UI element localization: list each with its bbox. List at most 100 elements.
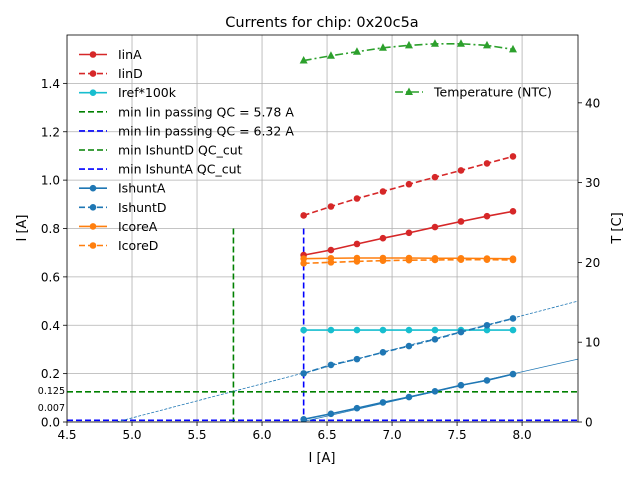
series-iref-100k-marker — [353, 326, 361, 334]
legend-item-right: Temperature (NTC) — [395, 85, 552, 100]
series-iind-marker — [483, 160, 491, 167]
series-ishuntd-marker — [483, 321, 491, 329]
legend-item: IcoreD — [79, 238, 158, 253]
legend-item: min Iin passing QC = 6.32 A — [79, 123, 294, 138]
series-iina-marker — [483, 212, 491, 220]
legend-label: min Iin passing QC = 6.32 A — [118, 123, 294, 138]
series-temperature-marker — [482, 40, 491, 49]
series-iind-marker — [379, 188, 387, 195]
legend-item: min IshuntD QC_cut — [79, 143, 243, 158]
y-right-tick-label: 10 — [585, 336, 600, 350]
series-ishunta-marker — [379, 399, 387, 406]
series-ishunta-marker — [327, 410, 335, 418]
series-temperature-marker — [456, 39, 465, 47]
series-temperature-marker — [299, 56, 308, 64]
y-right-axis-label: T [C] — [610, 212, 625, 244]
legend-item: min Iin passing QC = 5.78 A — [79, 104, 294, 119]
legend-label: IinD — [118, 66, 143, 81]
series-iina-marker — [379, 234, 387, 242]
legend-label: IcoreD — [118, 238, 158, 253]
legend-label: Iref*100k — [118, 85, 177, 100]
legend-swatch-marker — [89, 89, 97, 96]
series-icored-marker — [405, 256, 413, 264]
series-icored-marker — [353, 258, 361, 265]
series-ishuntd-marker — [353, 355, 361, 363]
legend-item: min IshuntA QC_cut — [79, 162, 242, 177]
series-iind-marker — [405, 180, 413, 188]
x-tick-label: 4.5 — [57, 428, 76, 442]
legend-item: IcoreA — [79, 219, 158, 234]
series-icored-marker — [431, 256, 439, 264]
series-iind-marker — [509, 153, 517, 160]
chart-title: Currents for chip: 0x20c5a — [225, 15, 418, 31]
plot-frame — [66, 34, 579, 423]
y-tick-label: 1.4 — [41, 77, 60, 91]
x-tick-label: 7.0 — [383, 428, 402, 442]
x-tick-label: 5.0 — [122, 428, 141, 442]
y-right-tick-label: 40 — [585, 96, 600, 110]
legend-swatch-marker — [89, 70, 97, 77]
legend-label: IcoreA — [118, 219, 158, 234]
series-ishunta-marker — [300, 416, 307, 422]
legend-label: IshuntA — [118, 181, 166, 196]
series-ishuntd-marker — [327, 361, 335, 369]
series-icored-marker — [327, 259, 335, 266]
y-axis-label: I [A] — [15, 214, 30, 241]
series-icored-line — [303, 258, 513, 265]
series-iina-marker — [405, 229, 413, 237]
x-tick-label: 5.5 — [187, 428, 206, 442]
legend-swatch-marker — [89, 223, 97, 230]
series-icorea-marker — [300, 255, 307, 263]
series-temperature-marker — [508, 44, 517, 53]
series-icored-marker — [483, 256, 491, 264]
series-temperature-marker — [404, 40, 413, 49]
series-iref-100k-marker — [405, 326, 413, 334]
series-ishuntd-marker — [431, 335, 439, 343]
legend-swatch-marker — [405, 87, 413, 95]
x-tick-label: 6.5 — [318, 428, 337, 442]
legend-item: Iref*100k — [79, 85, 177, 100]
series-ishuntd-marker — [405, 342, 413, 350]
legend-swatch-marker — [89, 51, 97, 58]
y-extra-label: 0.125 — [38, 386, 65, 397]
series-ishunta-marker — [483, 377, 491, 384]
legend-item: IshuntD — [79, 200, 167, 215]
series-temperature-marker — [352, 47, 361, 55]
y-tick-label: 0.0 — [41, 416, 60, 430]
legend-swatch-marker — [89, 242, 97, 249]
x-axis-label: I [A] — [308, 451, 335, 466]
series-icored-marker — [300, 260, 307, 267]
series-iref-100k-marker — [379, 326, 387, 334]
series-iref-100k-marker — [483, 326, 491, 334]
series-ishunta-marker — [457, 381, 465, 389]
x-tick-label: 6.0 — [252, 428, 271, 442]
series-ishunta-marker — [431, 387, 439, 395]
legend-swatch-marker — [89, 184, 97, 192]
legend-label: min IshuntD QC_cut — [118, 143, 243, 158]
y-tick-label: 0.8 — [41, 222, 60, 236]
series-ishuntd-marker — [509, 315, 517, 322]
x-tick-label: 7.5 — [448, 428, 467, 442]
y-tick-label: 1.2 — [41, 125, 60, 139]
legend-label: Temperature (NTC) — [433, 85, 552, 100]
plot-area — [67, 35, 578, 422]
y-right-tick-label: 30 — [585, 176, 600, 190]
series-iref-100k-marker — [300, 326, 307, 334]
series-iref-100k-marker — [509, 326, 517, 334]
series-temperature-marker — [430, 39, 439, 47]
series-iind-marker — [431, 173, 439, 181]
y-tick-label: 1.0 — [41, 174, 60, 188]
series-iind-marker — [300, 212, 307, 219]
legend-item: IshuntA — [79, 181, 166, 196]
series-iina-marker — [353, 240, 361, 248]
y-tick-label: 0.6 — [41, 270, 60, 284]
series-temperature-line — [303, 42, 514, 62]
series-iina-marker — [457, 218, 465, 225]
series-temperature-marker — [378, 43, 387, 51]
series-temperature-marker — [326, 51, 335, 59]
y-tick-label: 0.2 — [41, 367, 60, 381]
series-ishuntd-marker — [300, 370, 307, 377]
legend-label: IshuntD — [118, 200, 167, 215]
y-extra-label: 0.007 — [38, 403, 65, 414]
